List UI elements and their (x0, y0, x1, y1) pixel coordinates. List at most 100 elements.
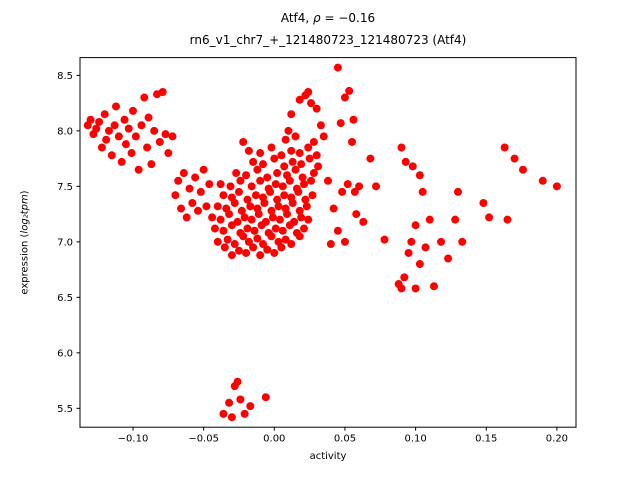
data-point (92, 124, 101, 133)
data-point (298, 173, 307, 182)
data-point (297, 160, 306, 169)
chart-title-prefix: Atf4, (280, 11, 314, 25)
y-tick-label: 8.0 (57, 126, 73, 137)
data-point (226, 182, 235, 191)
data-point (164, 149, 173, 158)
data-point (307, 99, 316, 108)
data-point (120, 115, 129, 124)
axis-ticks (76, 74, 558, 431)
data-point (309, 137, 318, 146)
data-point (233, 217, 242, 226)
data-point (213, 237, 222, 246)
data-point (243, 224, 252, 233)
data-point (107, 151, 116, 160)
x-tick-label: −0.05 (188, 434, 219, 445)
data-point (451, 215, 460, 224)
data-point (295, 206, 304, 215)
data-point (510, 154, 519, 163)
data-point (219, 191, 228, 200)
data-point (458, 237, 467, 246)
data-point (290, 217, 299, 226)
data-point (421, 243, 430, 252)
data-point (144, 113, 153, 122)
data-point (134, 165, 143, 174)
data-point (312, 104, 321, 113)
data-point (102, 135, 111, 144)
data-point (244, 237, 253, 246)
data-point (174, 176, 183, 185)
data-point (114, 132, 123, 141)
data-point (236, 176, 245, 185)
data-point (287, 193, 296, 202)
data-point (112, 102, 121, 111)
data-point (552, 182, 561, 191)
data-point (280, 162, 289, 171)
data-point (202, 202, 211, 211)
data-point (270, 154, 279, 163)
data-point (182, 213, 191, 222)
data-point (411, 284, 420, 293)
data-point (216, 215, 225, 224)
y-axis-label-suffix: ) (19, 190, 31, 195)
data-point (267, 206, 276, 215)
data-point (240, 409, 249, 418)
data-point (338, 187, 347, 196)
data-point (281, 135, 290, 144)
data-point (408, 162, 417, 171)
data-point (336, 119, 345, 128)
data-point (411, 221, 420, 230)
data-point (236, 395, 245, 404)
data-point (127, 149, 136, 158)
y-tick-label: 8.5 (57, 71, 73, 82)
data-point (278, 182, 287, 191)
data-point (312, 151, 321, 160)
data-point (415, 171, 424, 180)
data-point (355, 182, 364, 191)
data-point (219, 226, 228, 235)
data-point (309, 169, 318, 178)
data-point (259, 193, 267, 202)
data-point (256, 251, 265, 260)
data-point (350, 187, 359, 196)
data-point (345, 86, 354, 95)
data-point (259, 160, 267, 169)
data-point (275, 215, 284, 224)
data-point (246, 402, 255, 411)
data-point (104, 126, 113, 135)
data-point (259, 240, 267, 249)
chart-title: Atf4, ρ = −0.16 (80, 11, 576, 25)
data-point (246, 202, 255, 211)
data-point (301, 195, 310, 204)
data-point (349, 115, 358, 124)
data-point (401, 157, 410, 166)
data-point (299, 224, 308, 233)
data-point (271, 180, 280, 189)
data-point (297, 213, 306, 222)
x-tick-label: 0.10 (404, 434, 426, 445)
data-point (240, 213, 249, 222)
chart-subtitle: rn6_v1_chr7_+_121480723_121480723 (Atf4) (189, 33, 467, 47)
data-point (150, 126, 159, 135)
data-point (237, 206, 246, 215)
data-point (340, 237, 349, 246)
data-point (205, 180, 214, 189)
data-point (253, 165, 262, 174)
data-point (256, 176, 265, 185)
data-point (210, 224, 219, 233)
data-point (147, 160, 156, 169)
data-point (274, 237, 283, 246)
data-point (264, 228, 273, 237)
y-tick-label: 6.5 (57, 293, 73, 304)
data-point (233, 377, 242, 386)
data-point (291, 132, 300, 141)
y-tick-label: 6.0 (57, 348, 73, 359)
data-point (247, 215, 256, 224)
data-point (500, 143, 509, 152)
data-point (273, 169, 282, 178)
data-point (287, 110, 296, 119)
chart-title-rho: ρ (313, 11, 321, 25)
y-tick-label: 5.5 (57, 404, 73, 415)
data-point (278, 226, 287, 235)
data-point (304, 215, 313, 224)
